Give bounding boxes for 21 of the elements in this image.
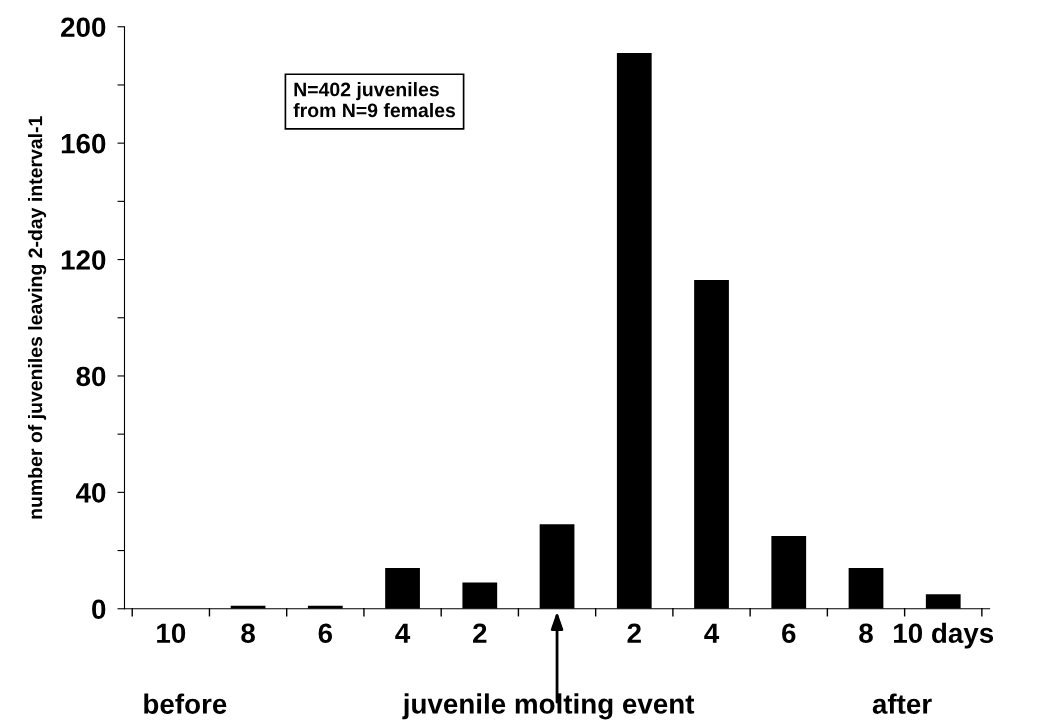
text: before	[144, 693, 227, 714]
y-tick-label: 160	[61, 133, 106, 154]
x-tick-label: 2	[473, 623, 487, 643]
x-tick-label: 6	[782, 623, 796, 644]
y-tick-label: 200	[61, 17, 106, 38]
x-tick-label: 8	[859, 623, 873, 644]
x-tick-label: 4	[395, 623, 411, 643]
x-tick-label: 8	[241, 623, 255, 644]
y-tick-label: 120	[61, 250, 106, 270]
text: juvenile molting event	[402, 693, 695, 720]
y-axis-title: number of juveniles leaving 2-day interval-1	[27, 116, 47, 519]
y-tick-label: 80	[76, 366, 106, 387]
x-tick-label: 4	[704, 623, 720, 643]
annotation: N=402 juveniles from N=9 females	[293, 82, 456, 118]
y-tick-label: 40	[75, 483, 106, 503]
y-tick-label: 0	[92, 599, 106, 620]
x-tick-label: 6	[318, 623, 333, 644]
x-tick-label: 10	[157, 623, 186, 644]
x-tick-label: 10 days	[894, 622, 994, 649]
text: after	[872, 693, 932, 714]
x-tick-label: 2	[627, 623, 641, 643]
